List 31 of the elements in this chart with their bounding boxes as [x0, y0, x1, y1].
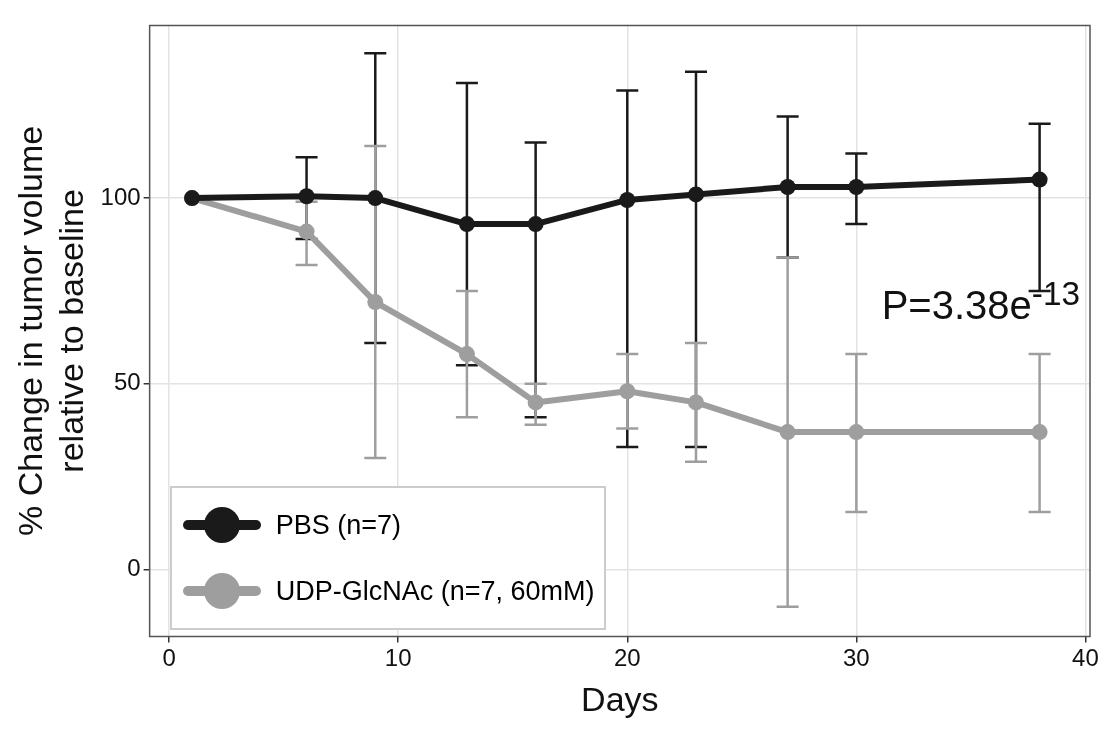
- point: [619, 383, 636, 400]
- y-axis-title: % Change in tumor volume relative to baseline: [10, 125, 90, 536]
- point: [687, 394, 704, 411]
- y-tick-label: 50: [113, 368, 141, 396]
- x-tick-label: 40: [1072, 644, 1099, 672]
- x-tick-label: 30: [842, 644, 870, 672]
- point: [367, 190, 384, 207]
- annotation: P=3.38e$^{-13}$: [881, 275, 1080, 329]
- point: [458, 216, 475, 233]
- x-axis-title: Days: [581, 679, 659, 718]
- point: [458, 346, 475, 363]
- point: [527, 394, 544, 411]
- point: [527, 216, 544, 233]
- legend-label: UDP-GlcNAc (n=7, 60mM): [275, 575, 595, 607]
- legend-label: PBS (n=7): [275, 509, 401, 541]
- x-tick-label: 10: [384, 644, 412, 672]
- point: [1031, 171, 1048, 188]
- point: [298, 223, 315, 240]
- point: [1031, 424, 1048, 441]
- y-tick-label: 0: [127, 554, 141, 582]
- point: [779, 424, 796, 441]
- point: [687, 186, 704, 203]
- x-tick-label: 20: [613, 644, 641, 672]
- point: [779, 178, 796, 195]
- point: [848, 424, 865, 441]
- point: [298, 188, 315, 205]
- x-tick-label: 0: [162, 644, 176, 672]
- point: [848, 178, 865, 195]
- y-tick-label: 100: [100, 182, 141, 210]
- point: [367, 294, 384, 311]
- point: [619, 191, 636, 208]
